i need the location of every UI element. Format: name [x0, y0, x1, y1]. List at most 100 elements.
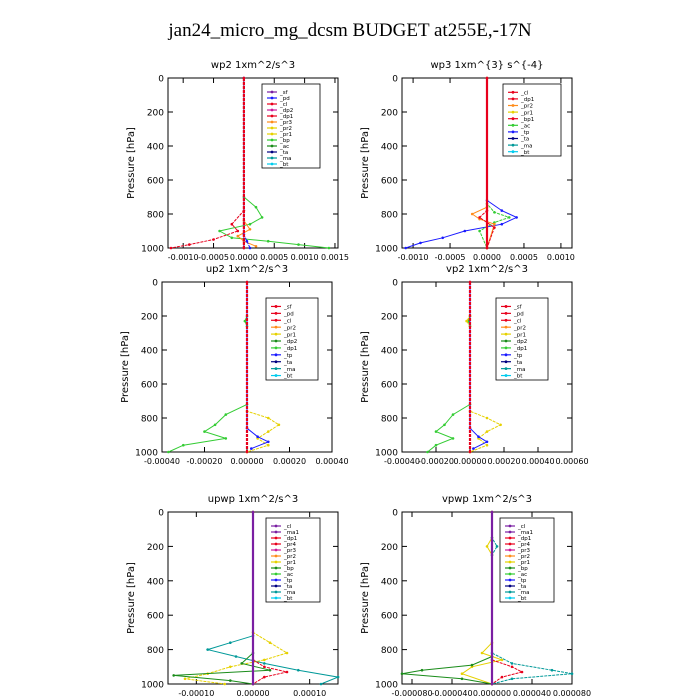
- legend-entry: _pr1: [279, 132, 292, 138]
- x-tick-label: -0.00040: [144, 457, 180, 466]
- chart-panel-6: vpwp 1xm^2/s^3 Pressure [hPa] 0 200 400 600 80…: [360, 494, 591, 698]
- data-point: [212, 238, 215, 241]
- series-line: [427, 282, 471, 453]
- data-point: [470, 663, 474, 667]
- x-tick-label: 0.00000: [236, 689, 269, 698]
- data-point: [493, 226, 496, 229]
- data-point: [251, 682, 255, 686]
- data-point: [242, 76, 246, 80]
- legend-marker: [508, 572, 512, 576]
- legend-marker: [508, 566, 512, 570]
- legend-entry: _cl: [513, 318, 522, 324]
- series-line: [246, 282, 280, 453]
- legend-entry: _dp2: [279, 108, 293, 114]
- data-point: [182, 443, 185, 447]
- data-point: [248, 228, 252, 231]
- data-point: [510, 662, 514, 665]
- legend-entry: _dp1: [513, 346, 527, 352]
- data-point: [263, 662, 266, 665]
- x-tick-label: -0.000080: [391, 689, 432, 698]
- legend-marker: [274, 590, 278, 594]
- legend-entry: _bt: [513, 374, 523, 380]
- legend-marker: [274, 339, 278, 343]
- data-point: [297, 668, 300, 672]
- data-point: [485, 416, 489, 420]
- data-point: [206, 648, 209, 651]
- data-point: [470, 212, 474, 216]
- chart-panel-4: vp2 1xm^2/s^3 Pressure [hPa] 0 200 400 600 800…: [360, 264, 589, 466]
- legend-entry: _bp: [279, 138, 290, 144]
- legend-entry: _pr2: [513, 325, 526, 331]
- data-point: [263, 675, 266, 679]
- data-point: [297, 243, 300, 246]
- x-tick-label: 0.00010: [293, 689, 326, 698]
- legend-marker: [270, 144, 274, 148]
- legend-entry: _cl: [283, 524, 292, 530]
- legend-entry: _pr4: [283, 542, 297, 548]
- x-tick-label: 0.00000: [453, 457, 486, 466]
- y-tick-label: 600: [381, 381, 398, 391]
- y-axis-label: Pressure [hPa]: [120, 331, 131, 403]
- plot-frame: [401, 281, 573, 453]
- legend-marker: [274, 542, 278, 546]
- y-tick-label: 0: [392, 279, 398, 289]
- legend-entry: _ma: [513, 367, 525, 373]
- legend-entry: _dp1: [520, 97, 534, 103]
- legend-marker: [274, 560, 278, 564]
- legend-marker: [504, 318, 508, 322]
- legend-marker: [274, 536, 278, 540]
- x-tick-label: 0.00000: [230, 457, 263, 466]
- legend-marker: [511, 150, 515, 154]
- data-point: [434, 443, 438, 447]
- y-tick-label: 400: [147, 143, 164, 153]
- x-tick-label: 0.0000: [473, 253, 501, 262]
- legend-entry: _tp: [283, 578, 293, 584]
- y-tick-label: 0: [152, 279, 158, 289]
- data-point: [493, 222, 496, 226]
- data-point: [285, 670, 289, 674]
- series-line: [460, 512, 504, 685]
- legend-marker: [504, 360, 508, 364]
- data-point: [203, 430, 206, 433]
- x-tick-label: 0.0010: [291, 253, 319, 262]
- legend-marker: [504, 332, 508, 336]
- data-point: [268, 668, 272, 672]
- legend-entry: _ta: [283, 584, 292, 590]
- data-point: [236, 229, 240, 233]
- legend-entry: _ta: [520, 137, 529, 143]
- data-point: [277, 423, 281, 427]
- legend-marker: [274, 346, 278, 350]
- legend-entry: _dp1: [283, 346, 297, 352]
- legend-entry: _tp: [520, 130, 530, 136]
- data-point: [500, 222, 504, 226]
- x-tick-label: -0.00020: [187, 457, 223, 466]
- chart-title: wp2 1xm^2/s^3: [211, 60, 295, 71]
- y-tick-label: 400: [381, 347, 398, 357]
- data-point: [420, 668, 424, 672]
- data-point: [478, 216, 481, 219]
- data-point: [169, 246, 173, 250]
- data-point: [250, 447, 253, 450]
- data-point: [499, 423, 502, 427]
- legend-entry: _bt: [520, 150, 530, 156]
- legend-marker: [270, 162, 274, 166]
- data-point: [480, 651, 484, 655]
- chart-title: vp2 1xm^2/s^3: [446, 264, 528, 275]
- legend-marker: [274, 374, 278, 377]
- series-line: [168, 282, 248, 453]
- data-point: [234, 655, 238, 658]
- data-point: [441, 236, 445, 240]
- legend-marker: [504, 346, 508, 350]
- legend-marker: [508, 596, 512, 600]
- legend-entry: _pr4: [517, 542, 531, 548]
- legend-entry: _ac: [517, 572, 527, 578]
- data-point: [188, 243, 191, 246]
- x-tick-label: -0.000040: [431, 689, 472, 698]
- x-tick-label: 0.000080: [553, 689, 591, 698]
- chart-panel-5: upwp 1xm^2/s^3 Pressure [hPa] 0 200 400 600 80…: [126, 494, 340, 698]
- legend-marker: [274, 578, 278, 582]
- data-point: [478, 229, 481, 233]
- legend-marker: [270, 150, 274, 154]
- legend-marker: [511, 110, 515, 114]
- data-point: [229, 641, 232, 644]
